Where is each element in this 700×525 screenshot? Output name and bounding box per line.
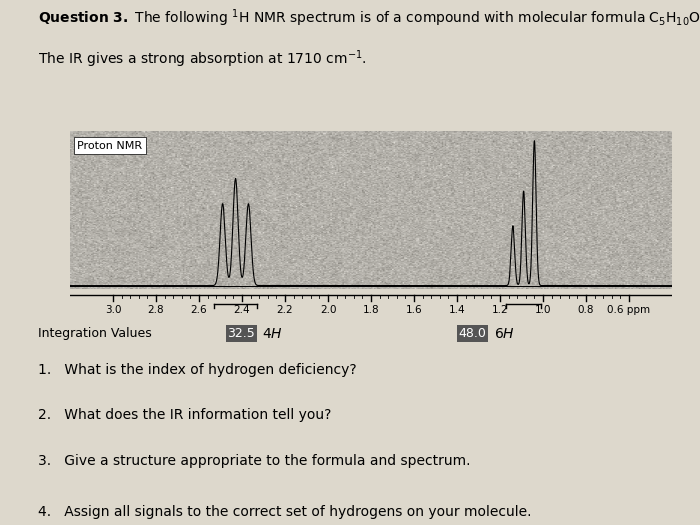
Text: 0.6 ppm: 0.6 ppm	[608, 305, 650, 315]
Text: Proton NMR: Proton NMR	[77, 141, 142, 151]
Text: 1.   What is the index of hydrogen deficiency?: 1. What is the index of hydrogen deficie…	[38, 363, 357, 377]
Text: 3.   Give a structure appropriate to the formula and spectrum.: 3. Give a structure appropriate to the f…	[38, 454, 471, 468]
Text: $\it{6H}$: $\it{6H}$	[494, 327, 514, 341]
Text: 1.0: 1.0	[535, 305, 552, 315]
Text: $\it{4H}$: $\it{4H}$	[262, 327, 284, 341]
Text: 2.4: 2.4	[234, 305, 251, 315]
Text: 2.6: 2.6	[190, 305, 207, 315]
Text: 0.8: 0.8	[578, 305, 594, 315]
Text: 2.8: 2.8	[148, 305, 164, 315]
Text: 1.2: 1.2	[491, 305, 508, 315]
Text: 48.0: 48.0	[458, 327, 486, 340]
Text: 1.6: 1.6	[406, 305, 422, 315]
Text: The IR gives a strong absorption at 1710 cm$^{-1}$.: The IR gives a strong absorption at 1710…	[38, 48, 368, 70]
Text: 4.   Assign all signals to the correct set of hydrogens on your molecule.: 4. Assign all signals to the correct set…	[38, 505, 532, 519]
Text: 2.0: 2.0	[320, 305, 336, 315]
Text: 1.4: 1.4	[449, 305, 466, 315]
Text: 32.5: 32.5	[228, 327, 256, 340]
Text: Integration Values: Integration Values	[38, 327, 153, 340]
Text: 3.0: 3.0	[105, 305, 121, 315]
Text: 1.8: 1.8	[363, 305, 379, 315]
Text: $\mathbf{Question\ 3.}$ The following $^1$H NMR spectrum is of a compound with m: $\mathbf{Question\ 3.}$ The following $^…	[38, 7, 700, 29]
Text: 2.   What does the IR information tell you?: 2. What does the IR information tell you…	[38, 408, 332, 422]
Text: 2.2: 2.2	[276, 305, 293, 315]
